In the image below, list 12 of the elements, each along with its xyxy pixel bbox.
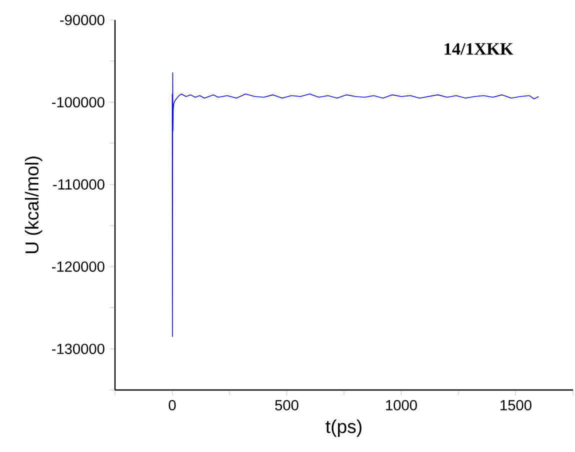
y-tick-label: -120000 [52,262,104,272]
x-tick-label: 0 [168,400,176,410]
y-tick-label: -130000 [52,344,104,354]
x-tick-label: 1000 [386,400,417,410]
y-axis-title: U (kcal/mol) [24,156,42,254]
y-tick-label: -100000 [52,97,104,108]
annotation: 14/1XKK [444,43,514,55]
x-axis-title: t(ps) [326,419,362,437]
x-tick-label: 500 [275,400,298,410]
y-tick-label: -110000 [53,179,104,190]
y-tick-label: -90000 [60,14,104,26]
x-tick-label: 1500 [500,400,532,410]
